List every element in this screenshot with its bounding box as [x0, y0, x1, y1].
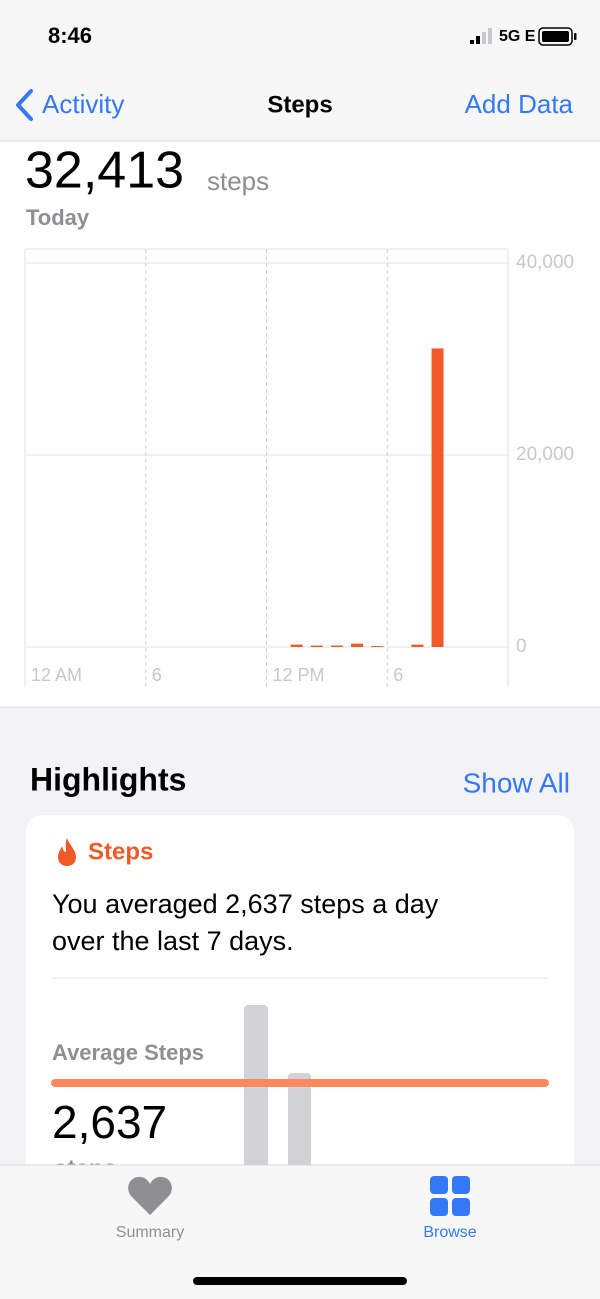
mini-chart: Average Steps 2,637 steps: [51, 1005, 549, 1182]
bar: [351, 643, 364, 647]
network-label: 5G E: [499, 28, 536, 45]
x-tick-label: 12 PM: [273, 665, 325, 685]
home-indicator: [193, 1277, 407, 1285]
back-button[interactable]: Activity: [42, 89, 124, 119]
tab-bar: [0, 1165, 600, 1299]
mini-bar: [288, 1073, 311, 1165]
tab-label[interactable]: Summary: [116, 1224, 184, 1241]
highlights-title: Highlights: [30, 761, 186, 797]
flame-icon: [58, 838, 76, 866]
metric-value: 2,637: [52, 1096, 167, 1148]
bar: [310, 645, 323, 647]
period-label: Today: [26, 205, 90, 230]
signal-icon: [470, 28, 492, 44]
total-unit: steps: [207, 166, 269, 196]
battery-icon: [538, 27, 577, 46]
x-tick-label: 12 AM: [31, 665, 82, 685]
status-time: 8:46: [48, 23, 92, 48]
show-all-button[interactable]: Show All: [463, 767, 570, 798]
browse-icon[interactable]: [430, 1176, 470, 1216]
bar: [411, 644, 424, 647]
y-tick-label: 20,000: [516, 444, 574, 465]
tab-label[interactable]: Browse: [423, 1224, 476, 1241]
bar: [431, 348, 444, 647]
card-text-line: You averaged 2,637 steps a day: [52, 889, 439, 919]
steps-chart: 0 20,000 40,000 12 AM 6 12 PM 6: [25, 249, 574, 687]
highlight-card[interactable]: [26, 815, 574, 1235]
summary-icon[interactable]: [128, 1176, 172, 1215]
bar: [330, 645, 343, 647]
x-tick-label: 6: [393, 665, 403, 685]
metric-label: Average Steps: [52, 1040, 204, 1065]
nav-title: Steps: [267, 91, 332, 118]
add-data-button[interactable]: Add Data: [465, 89, 574, 119]
y-tick-label: 40,000: [516, 252, 574, 273]
header-bg: [0, 0, 600, 141]
y-tick-label: 0: [516, 636, 527, 657]
back-chevron[interactable]: [16, 89, 33, 121]
bar: [371, 646, 384, 647]
total-value: 32,413: [25, 142, 184, 200]
x-tick-label: 6: [152, 665, 162, 685]
card-category: Steps: [88, 838, 153, 865]
metric-unit: steps: [54, 1155, 117, 1182]
card-text-line: over the last 7 days.: [52, 926, 294, 956]
bar: [290, 644, 303, 647]
